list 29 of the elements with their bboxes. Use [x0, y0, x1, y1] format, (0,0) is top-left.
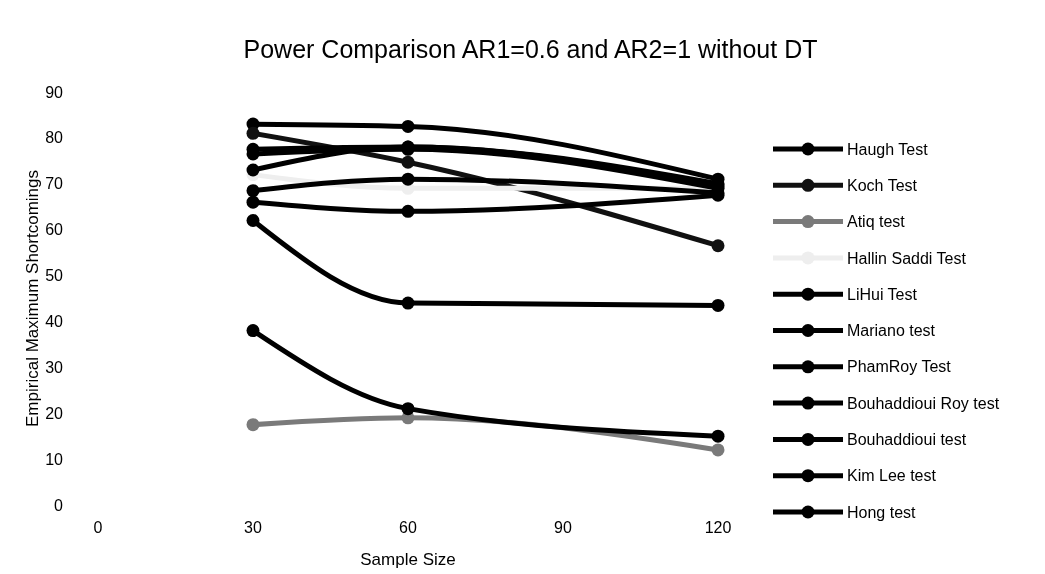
x-axis-title: Sample Size — [360, 550, 456, 569]
x-tick-label: 90 — [554, 519, 572, 536]
legend-label: Kim Lee test — [847, 467, 937, 485]
legend-label: Mariano test — [847, 322, 936, 340]
y-tick-label: 80 — [45, 129, 64, 147]
legend-label: PhamRoy Test — [847, 358, 952, 376]
x-tick-label: 30 — [244, 519, 262, 536]
legend-label: Atiq test — [847, 213, 906, 231]
legend-label: Bouhaddioui Roy test — [847, 394, 1000, 412]
legend-label: LiHui Test — [847, 285, 918, 303]
y-tick-label: 20 — [45, 404, 64, 422]
y-tick-label: 50 — [45, 267, 64, 285]
y-tick-label: 60 — [45, 221, 64, 239]
legend-label: Bouhaddioui test — [847, 431, 967, 448]
y-tick-label: 0 — [54, 496, 64, 514]
y-tick-label: 40 — [45, 313, 64, 331]
y-axis-title: Empirical Maximum Shortcomings — [23, 170, 42, 427]
legend-label: Hong test — [847, 503, 917, 521]
x-tick-label: 60 — [399, 519, 417, 536]
legend-label: Haugh Test — [847, 140, 929, 158]
y-tick-label: 90 — [45, 83, 64, 101]
y-tick-label: 10 — [45, 450, 64, 468]
x-tick-label: 0 — [93, 519, 103, 536]
x-tick-label: 120 — [704, 519, 732, 536]
legend-label: Hallin Saddi Test — [847, 249, 967, 267]
chart-title: Power Comparison AR1=0.6 and AR2=1 without DT — [243, 35, 818, 63]
legend-label: Koch Test — [847, 176, 918, 194]
y-tick-label: 30 — [45, 358, 64, 376]
y-tick-label: 70 — [45, 175, 64, 193]
